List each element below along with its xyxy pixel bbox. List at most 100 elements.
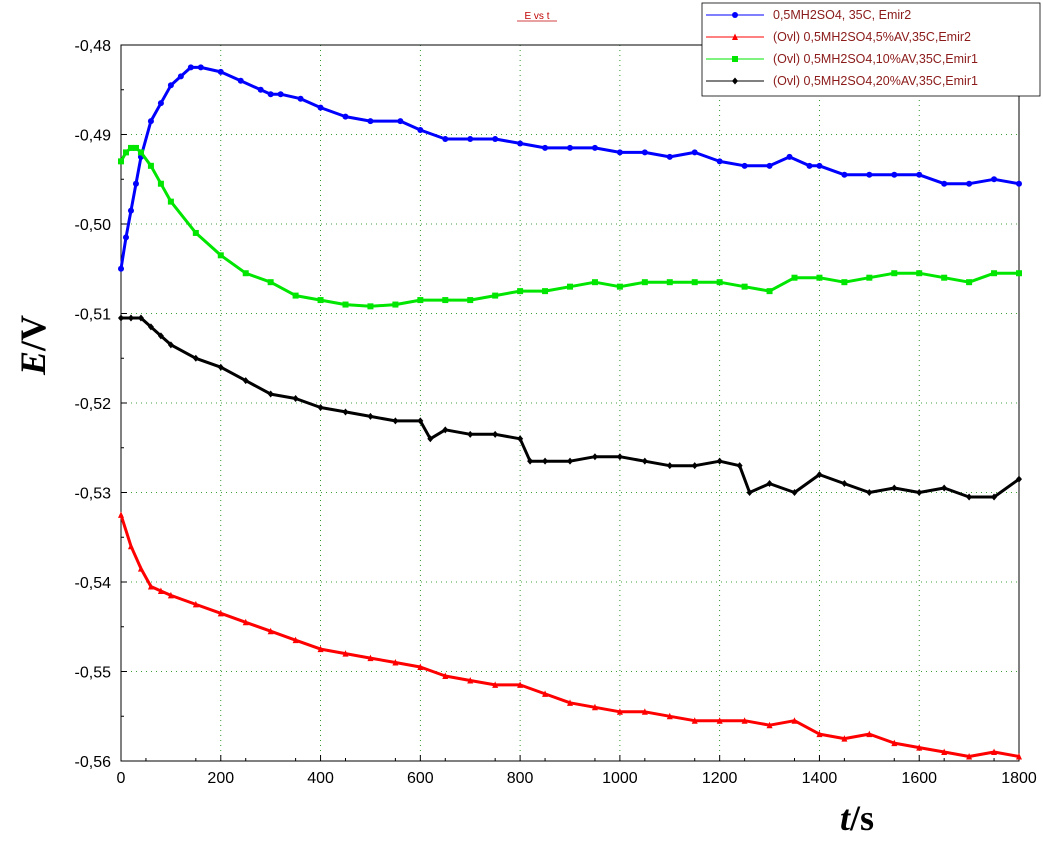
data-point <box>666 462 673 470</box>
legend: 0,5MH2SO4, 35C, Emir2 (Ovl) 0,5MH2SO4,5%A… <box>701 2 1041 97</box>
y-axis-unit: /V <box>13 315 53 352</box>
x-tick-label: 1000 <box>602 770 638 787</box>
data-point <box>891 270 898 277</box>
data-point <box>766 721 773 729</box>
data-point <box>716 457 723 465</box>
data-point <box>991 748 998 756</box>
data-point <box>187 64 194 71</box>
data-point <box>197 64 204 71</box>
data-point <box>641 149 648 156</box>
series-line <box>119 65 1020 270</box>
data-point <box>397 118 404 125</box>
data-point <box>542 288 549 295</box>
data-point <box>442 135 449 142</box>
grid <box>121 45 1019 761</box>
x-tick-label: 200 <box>207 770 234 787</box>
data-point <box>816 730 823 738</box>
data-point <box>392 659 399 666</box>
data-point <box>816 274 823 281</box>
y-tick-label: -0,56 <box>75 754 112 771</box>
data-point <box>167 591 174 599</box>
data-point <box>1016 180 1022 187</box>
data-point <box>367 118 374 125</box>
data-point <box>891 484 898 492</box>
data-point <box>442 672 449 679</box>
data-point <box>492 681 499 688</box>
data-point <box>716 158 723 165</box>
x-axis-label: t/s <box>840 798 874 838</box>
legend-swatch-marker <box>732 77 738 85</box>
y-tick-label: -0,52 <box>75 396 112 413</box>
data-point <box>542 144 549 151</box>
data-point <box>292 395 299 403</box>
data-point <box>417 663 424 671</box>
data-point <box>317 104 324 111</box>
data-point <box>127 144 134 151</box>
data-point <box>941 180 948 187</box>
data-point <box>147 323 154 331</box>
data-point <box>297 95 304 102</box>
data-point <box>941 274 948 281</box>
data-point <box>292 636 299 644</box>
data-point <box>666 153 673 160</box>
data-point <box>147 162 154 169</box>
axis-ticks: 0 200 400 600 800 1000 1200 1400 1600 1800 -0,48 -0… <box>75 38 1037 787</box>
data-point <box>616 708 623 715</box>
data-point <box>157 587 164 594</box>
data-point <box>866 274 873 281</box>
data-point <box>567 144 573 151</box>
x-tick-label: 1200 <box>702 770 738 787</box>
data-point <box>277 91 284 98</box>
data-point <box>467 135 474 142</box>
y-tick-label: -0,49 <box>75 128 112 145</box>
data-point <box>167 82 174 89</box>
data-point <box>167 198 174 205</box>
data-point <box>806 162 813 169</box>
data-point <box>866 730 873 738</box>
data-point <box>542 457 549 465</box>
data-point <box>167 341 174 349</box>
data-point <box>267 390 274 398</box>
data-point <box>791 489 798 496</box>
y-tick-label: -0,54 <box>75 575 112 592</box>
data-point <box>242 618 249 626</box>
data-point <box>442 426 449 434</box>
data-point <box>367 412 374 420</box>
legend-label: 0,5MH2SO4, 35C, Emir2 <box>773 8 911 22</box>
data-point <box>118 314 124 322</box>
data-point <box>736 462 743 470</box>
data-point <box>342 301 349 308</box>
x-axis-symbol: t <box>840 798 851 838</box>
data-point <box>542 690 549 697</box>
data-point <box>467 297 474 304</box>
data-point <box>746 489 753 496</box>
data-point <box>127 207 134 214</box>
data-point <box>342 650 349 657</box>
data-point <box>741 162 748 169</box>
data-point <box>786 153 793 160</box>
data-point <box>267 91 274 98</box>
data-point <box>147 582 154 590</box>
data-point <box>966 180 973 187</box>
data-point <box>941 484 948 492</box>
data-point <box>192 229 199 236</box>
y-tick-label: -0,53 <box>75 486 112 503</box>
series-line <box>121 316 1020 499</box>
data-point <box>716 279 723 286</box>
data-point <box>616 453 623 461</box>
data-point <box>417 297 424 304</box>
series-3 <box>118 144 1022 310</box>
data-point <box>118 511 124 518</box>
data-point <box>137 314 144 322</box>
data-point <box>966 753 973 760</box>
data-point <box>517 435 524 443</box>
data-point <box>766 288 773 295</box>
data-point <box>666 712 673 720</box>
data-point <box>257 86 264 93</box>
data-point <box>417 417 424 425</box>
data-point <box>492 292 499 299</box>
data-point <box>317 645 324 653</box>
data-point <box>367 654 374 662</box>
